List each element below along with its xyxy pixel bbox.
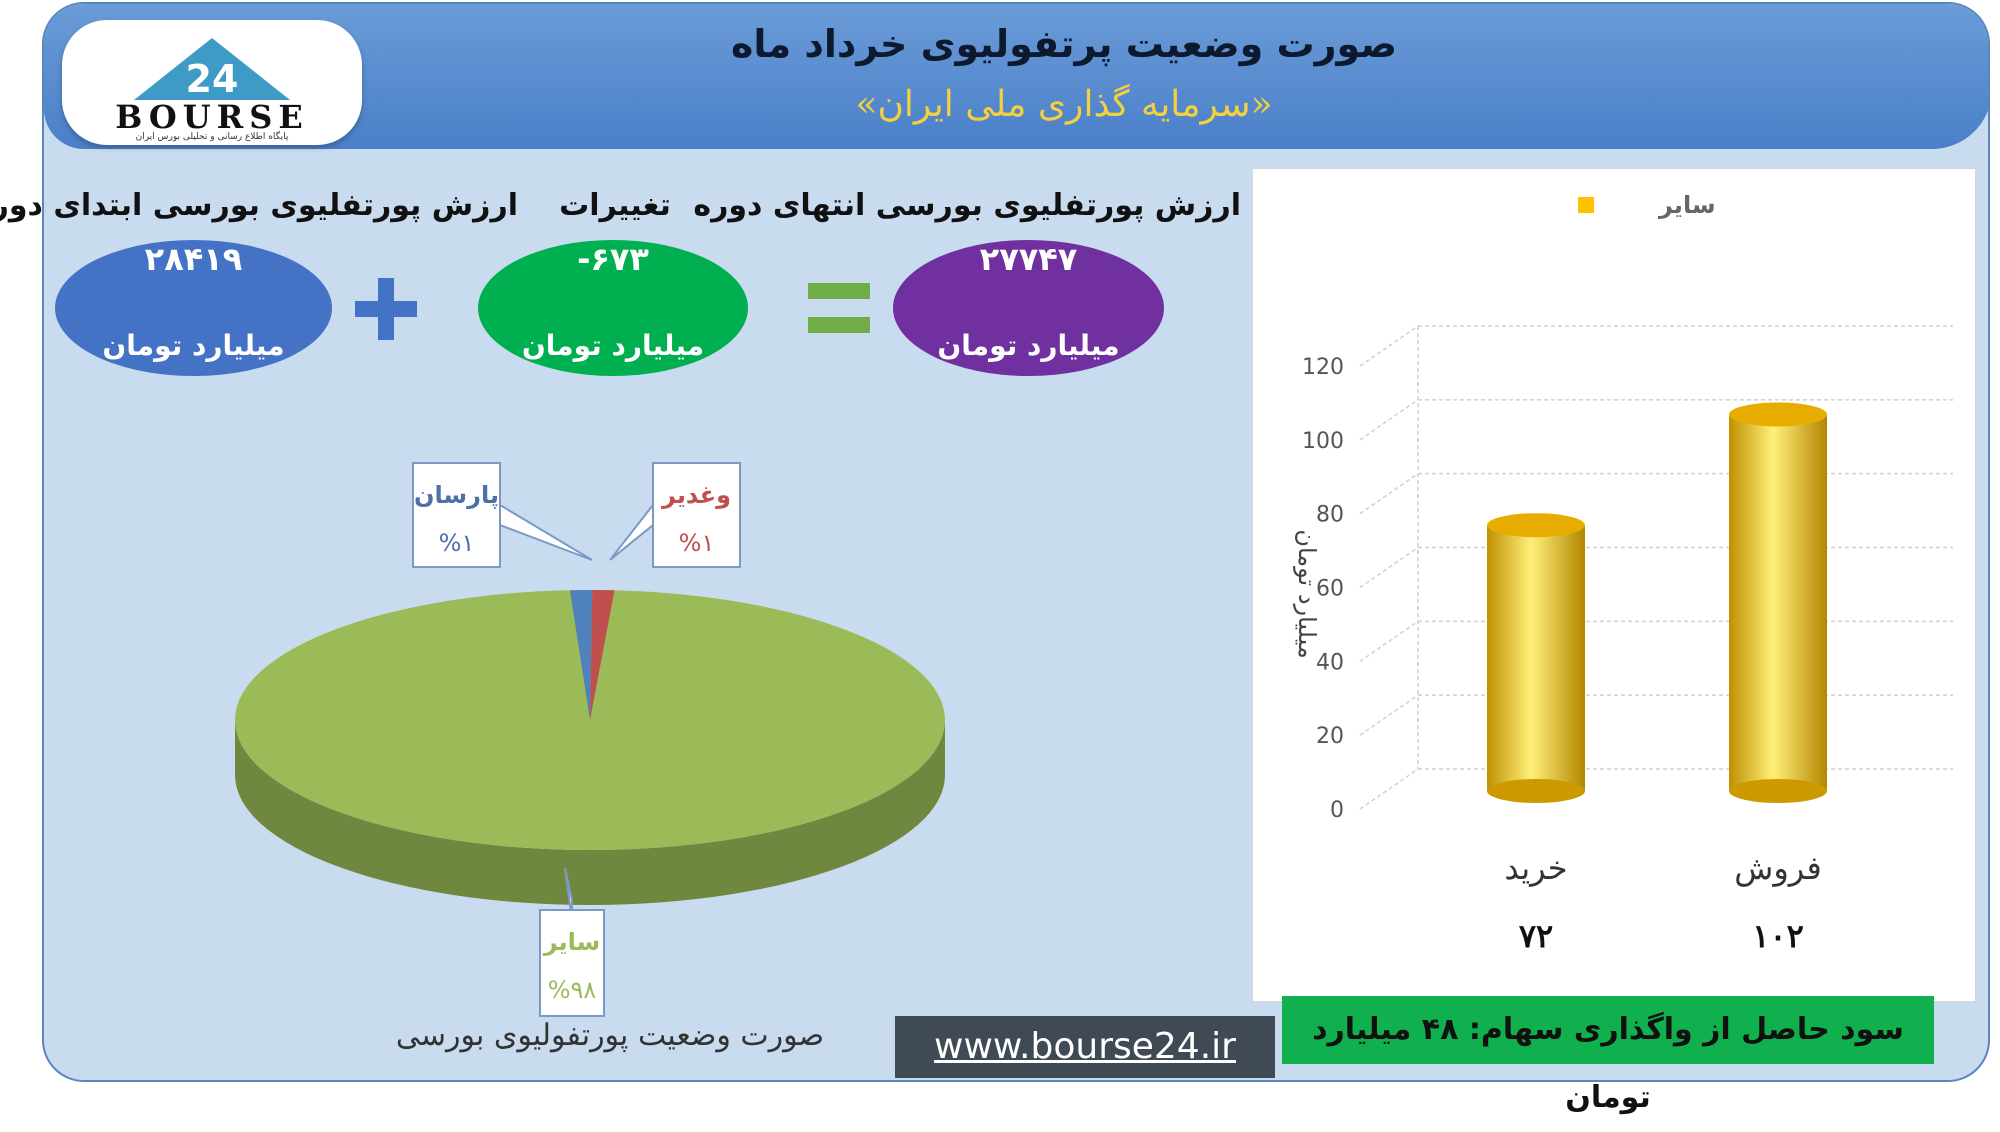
pie-chart-title: صورت وضعیت پورتفولیوی بورسی: [395, 1018, 825, 1053]
gridline-diagonal: [1359, 694, 1419, 736]
bar-top: [1487, 513, 1585, 538]
start-value-label: ارزش پورتفلیوی بورسی ابتدای دوره: [0, 188, 518, 223]
bar-chart-panel: 0 20 40 60 80 100 120 میلیارد تومان خرید ۷۲ فروش ۱۰…: [1252, 168, 1976, 1002]
logo-wordmark: BOURSE: [115, 98, 309, 136]
gridline-diagonal: [1359, 546, 1419, 589]
bar-body: [1487, 525, 1585, 791]
bar-فروش: [1729, 402, 1827, 803]
buy-sell-bar-chart: 0 20 40 60 80 100 120 میلیارد تومان خرید ۷۲ فروش ۱۰…: [1293, 191, 1953, 955]
y-tick-label: 60: [1316, 577, 1344, 602]
y-tick-label: 80: [1316, 503, 1344, 528]
bourse24-logo: 24 BOURSE پایگاه اطلاع رسانی و تحلیلی بو…: [62, 20, 362, 145]
end-value-oval: ۲۷۷۴۷ میلیارد تومان: [893, 240, 1164, 376]
pie-callout-سایر: سایر %۹۸: [539, 867, 605, 1017]
x-category-label: خرید: [1504, 849, 1567, 887]
y-axis-label: میلیارد تومان: [1293, 529, 1321, 658]
gridline-diagonal: [1359, 473, 1419, 515]
gridline-diagonal: [1359, 768, 1419, 810]
y-tick-label: 40: [1316, 650, 1344, 675]
start-value-oval: ۲۸۴۱۹ میلیارد تومان: [55, 240, 332, 376]
bar-base: [1487, 779, 1585, 803]
end-value-label: ارزش پورتفلیوی بورسی انتهای دوره: [693, 188, 1241, 223]
legend-swatch: [1578, 197, 1594, 213]
end-value-unit: میلیارد تومان: [937, 329, 1120, 362]
start-value-unit: میلیارد تومان: [102, 329, 285, 362]
logo-mark-icon: 24: [134, 38, 290, 100]
pie-side: [235, 720, 945, 905]
pie-slice-پارسان: [569, 590, 593, 720]
callout-pointer: [499, 503, 593, 561]
callout-name: پارسان: [414, 481, 499, 509]
change-label: تغییرات: [559, 188, 671, 223]
gridline-diagonal: [1359, 399, 1419, 441]
x-category-label: فروش: [1734, 849, 1821, 887]
portfolio-pie-chart: پارسان %۱ وغدیر %۱ سایر %۹۸: [235, 462, 945, 1017]
callout-box: [412, 462, 501, 568]
header-banner: صورت وضعیت پرتفولیوی خرداد ماه «سرمایه گ…: [44, 4, 1988, 149]
bar-body: [1729, 414, 1827, 791]
change-value-unit: میلیارد تومان: [521, 329, 705, 362]
website-url[interactable]: www.bourse24.ir: [895, 1016, 1275, 1078]
y-tick-label: 20: [1316, 724, 1344, 749]
callout-pointer: [609, 502, 654, 561]
page-title: صورت وضعیت پرتفولیوی خرداد ماه: [730, 22, 1398, 66]
y-tick-label: 0: [1330, 798, 1344, 823]
gridline-diagonal: [1359, 620, 1419, 662]
bar-base: [1729, 779, 1827, 803]
end-value: ۲۷۷۴۷: [979, 240, 1078, 278]
page-subtitle: «سرمایه گذاری ملی ایران»: [855, 84, 1273, 125]
bar-value-label: ۷۲: [1519, 917, 1553, 955]
callout-percent: %۱: [679, 529, 715, 557]
callout-percent: %۹۸: [548, 976, 597, 1004]
callout-percent: %۱: [439, 529, 475, 557]
callout-name: سایر: [543, 928, 601, 956]
logo-mark-text: 24: [186, 57, 239, 100]
callout-box: [539, 909, 605, 1017]
start-value: ۲۸۴۱۹: [144, 240, 243, 278]
y-tick-label: 100: [1302, 429, 1344, 454]
pie-callout-پارسان: پارسان %۱: [412, 462, 593, 568]
bar-value-label: ۱۰۲: [1752, 917, 1804, 955]
gridline-diagonal: [1359, 325, 1419, 367]
y-tick-label: 120: [1302, 355, 1344, 380]
callout-box: [652, 462, 741, 568]
plus-icon: [355, 278, 417, 340]
bar-خرید: [1487, 513, 1585, 803]
bar-top: [1729, 402, 1827, 427]
callout-name: وغدیر: [661, 481, 731, 509]
logo-tagline: پایگاه اطلاع رسانی و تحلیلی بورس ایران: [135, 132, 289, 142]
pie-slice-وغدیر: [590, 590, 615, 720]
change-value: -۶۷۳: [577, 240, 649, 278]
legend-label: سایر: [1658, 191, 1716, 219]
change-oval: -۶۷۳ میلیارد تومان: [478, 240, 748, 376]
profit-note: سود حاصل از واگذاری سهام: ۴۸ میلیارد توم…: [1282, 996, 1934, 1115]
pie-callout-وغدیر: وغدیر %۱: [609, 462, 741, 568]
equals-icon: [808, 283, 870, 333]
